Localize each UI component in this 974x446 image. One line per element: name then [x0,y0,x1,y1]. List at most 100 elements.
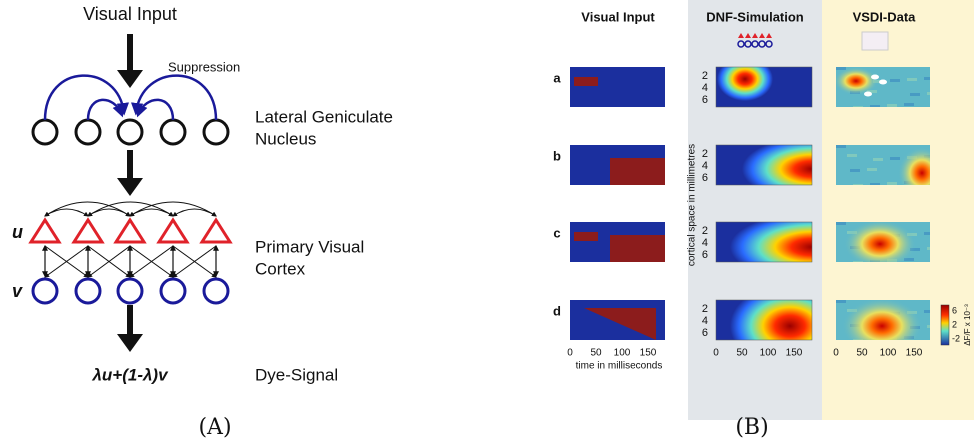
x-tick-label: 150 [906,348,923,359]
cell [836,67,930,107]
vsdi-artifact [864,91,872,97]
y-tick-label: 2 [702,225,708,237]
stimulus [584,308,656,340]
x-tick-label: 50 [736,348,748,359]
y-tick-label: 4 [702,237,708,249]
dnf-activity [730,300,812,340]
vsdi-background [822,0,974,420]
colorbar [940,304,950,346]
colorbar-tick-label: 2 [952,319,957,329]
panel-label: (A) [198,415,231,440]
row-label: d [553,303,561,318]
row-label: b [553,148,561,163]
cross-connection [44,245,89,278]
vsdi-noise [887,182,897,185]
cross-connection [172,245,217,278]
inhibitory-neuron [202,277,230,305]
arrow-head [117,334,143,352]
lgn-label-1: Lateral Geniculate [255,107,393,126]
vsdi-noise [910,93,920,96]
cell [836,300,930,340]
vsdi-noise [873,80,883,83]
vsdi-noise [853,184,863,185]
icon [752,33,758,38]
lgn-neuron [202,118,230,146]
icon [738,33,744,38]
vsdi-noise [836,300,846,303]
icon [737,40,745,48]
lgn-neuron [74,118,102,146]
dnf-frame [715,299,813,341]
y-tick-label: 4 [702,160,708,172]
x-tick-label: 50 [856,348,868,359]
vsdi-noise [890,79,900,82]
vsdi-noise [873,158,883,161]
row-label: a [553,70,561,85]
stimulus-background [570,67,665,107]
dnf-activity [730,222,812,262]
arrow-head [117,178,143,196]
column-header: Visual Input [581,9,655,24]
x-tick-label: 50 [590,348,602,359]
colorbar-tick-label: 6 [952,305,957,315]
icon [751,40,759,48]
colorbar-title: ΔF/F x 10⁻³ [963,304,972,346]
vsdi-activity [836,67,878,95]
y-tick-label: 2 [702,70,708,82]
x-tick-label: 100 [614,348,631,359]
y-tick-label: 6 [702,249,708,261]
lateral-connection [44,201,131,217]
column-header: VSDI-Data [853,9,917,24]
vsdi-activity [842,300,922,340]
cell [716,67,812,107]
vsdi-noise [927,92,930,95]
icon [758,40,766,48]
suppression-label: Suppression [168,59,240,74]
v1-label-1: Primary Visual [255,237,364,256]
dnf-activity [742,145,812,185]
excitatory-neuron [28,217,62,244]
vsdi-noise [836,145,846,148]
dnf-frame [715,221,813,263]
vsdi-noise [836,222,846,225]
colorbar-tick-label: -2 [952,333,960,343]
y-axis-label: cortical space in millimetres [687,144,698,266]
dnf-frame [715,66,813,108]
x-tick-label: 100 [760,348,777,359]
inhibitory-neuron [74,277,102,305]
inhibitory-neuron [116,277,144,305]
vsdi-noise [870,183,880,185]
vsdi-noise [924,310,930,313]
suppression-arrow [43,74,130,121]
output-label: Dye-Signal [255,365,338,384]
x-tick-label: 0 [713,348,719,359]
cell [716,300,812,340]
y-tick-label: 4 [702,82,708,94]
stimulus [610,235,665,262]
x-axis-label: time in milliseconds [576,361,663,372]
inhibitory-neuron [159,277,187,305]
lgn-neuron [116,118,144,146]
vsdi-noise [870,105,880,107]
vsdi-noise [850,169,860,172]
vsdi-noise [907,78,917,81]
cell [716,145,812,185]
icon [861,31,889,51]
vsdi-noise [867,90,877,93]
vsdi-noise [927,325,930,328]
excitatory-neuron [113,217,147,244]
vsdi-noise [890,157,900,160]
cell [836,145,930,185]
y-tick-label: 6 [702,172,708,184]
icon [759,33,765,38]
vsdi-noise [924,77,930,80]
stimulus [574,77,598,86]
x-tick-label: 150 [786,348,803,359]
vsdi-noise [867,168,877,171]
excitatory-neuron [71,217,105,244]
vsdi-noise [847,154,857,157]
y-tick-label: 2 [702,303,708,315]
excitatory-neuron [156,217,190,244]
vsdi-noise [927,247,930,250]
